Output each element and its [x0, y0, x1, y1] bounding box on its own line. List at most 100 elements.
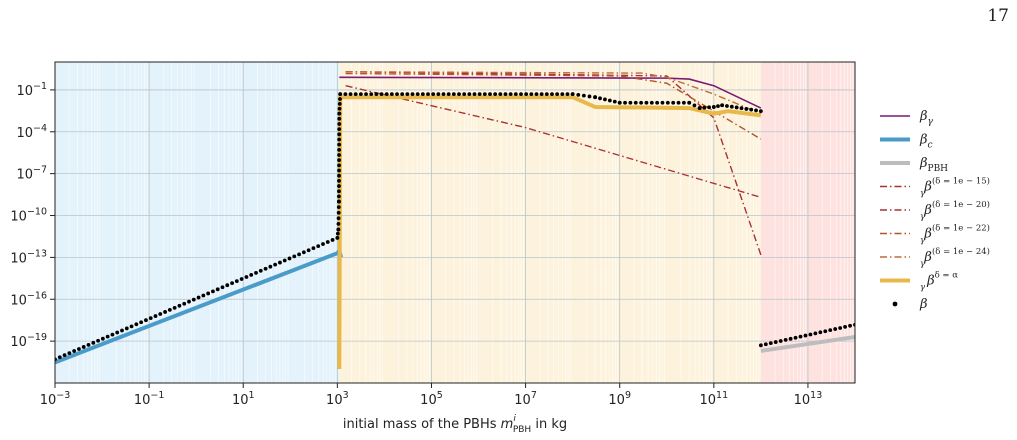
data-point: [337, 153, 342, 157]
data-point: [431, 92, 436, 97]
data-point: [628, 100, 633, 105]
y-tick-label: 10−1: [16, 81, 47, 99]
data-point: [758, 343, 763, 348]
data-point: [576, 92, 581, 97]
data-point: [230, 281, 234, 286]
data-point: [649, 100, 654, 105]
data-point: [729, 104, 734, 109]
data-point: [110, 332, 115, 337]
data-point: [182, 301, 187, 306]
data-point: [758, 109, 763, 114]
data-point: [405, 92, 410, 97]
y-tick-label: 10−13: [10, 248, 47, 266]
data-point: [336, 216, 341, 221]
y-tick-label: 10−10: [10, 207, 47, 225]
data-point: [838, 326, 843, 330]
legend-label: β: [919, 297, 928, 312]
data-point: [498, 92, 503, 97]
data-point: [813, 331, 818, 336]
data-point: [158, 312, 163, 316]
data-point: [488, 92, 492, 97]
legend-label: βPBH: [919, 156, 948, 174]
data-point: [420, 92, 425, 97]
y-tick-label: 10−16: [10, 290, 47, 308]
data-point: [410, 92, 415, 97]
data-point: [687, 100, 692, 105]
data-point: [711, 105, 716, 109]
data-point: [100, 336, 105, 341]
data-point: [843, 324, 847, 329]
data-point: [607, 98, 612, 103]
data-point: [306, 248, 311, 253]
data-point: [633, 100, 638, 105]
data-point: [681, 100, 686, 105]
data-point: [196, 295, 201, 300]
x-axis-label: initial mass of the PBHs mi PBH in kg: [343, 414, 567, 435]
x-tick-label: 107: [514, 390, 537, 408]
data-point: [335, 231, 340, 236]
data-point: [793, 335, 798, 340]
data-point: [337, 116, 342, 121]
data-point: [338, 97, 342, 101]
data-point: [337, 147, 342, 152]
data-point: [462, 92, 467, 97]
data-point: [773, 340, 778, 344]
data-point: [550, 92, 554, 97]
data-point: [472, 92, 477, 97]
data-point: [330, 238, 335, 242]
data-point: [337, 132, 342, 137]
data-point: [139, 320, 144, 325]
data-point: [400, 92, 405, 97]
series-group: [55, 71, 855, 370]
data-point: [848, 323, 852, 328]
legend-label: βc: [919, 133, 933, 151]
data-point: [336, 210, 341, 215]
data-point: [337, 101, 342, 106]
data-point: [565, 92, 570, 97]
data-point: [172, 305, 177, 310]
page-number: 17: [987, 6, 1009, 26]
data-point: [749, 107, 754, 112]
data-point: [828, 328, 833, 333]
data-point: [493, 92, 498, 97]
data-point: [783, 338, 788, 342]
data-point: [544, 92, 549, 97]
data-point: [336, 205, 341, 210]
legend-label: β(δ = 1e − 20) γ: [920, 199, 990, 222]
data-point: [206, 291, 211, 296]
data-point: [692, 103, 697, 108]
data-point: [234, 279, 239, 283]
legend-marker: [892, 301, 898, 307]
data-point: [337, 189, 341, 194]
data-point: [129, 324, 134, 329]
legend-label: β(δ = 1e − 24) γ: [920, 246, 990, 269]
region-0: [55, 62, 340, 383]
data-point: [336, 227, 341, 232]
x-tick-label: 1011: [700, 390, 729, 408]
data-point: [379, 92, 384, 97]
data-point: [201, 293, 206, 298]
data-point: [316, 244, 321, 249]
legend-label: βγ: [919, 109, 934, 127]
data-point: [384, 92, 389, 97]
data-point: [62, 353, 67, 358]
data-point: [287, 256, 292, 261]
data-point: [513, 92, 518, 97]
data-point: [415, 92, 420, 97]
series-line-2: [760, 334, 855, 353]
data-point: [273, 262, 278, 267]
data-point: [239, 277, 244, 281]
data-point: [337, 142, 342, 147]
data-point: [105, 334, 110, 339]
data-point: [744, 107, 749, 111]
x-tick-label: 103: [326, 390, 349, 408]
data-point: [120, 328, 124, 333]
data-point: [823, 329, 828, 334]
data-point: [244, 275, 249, 279]
data-point: [343, 92, 348, 97]
data-point: [337, 168, 341, 173]
data-point: [778, 339, 783, 343]
data-point: [482, 92, 487, 97]
data-point: [623, 100, 627, 105]
data-point: [67, 351, 72, 356]
